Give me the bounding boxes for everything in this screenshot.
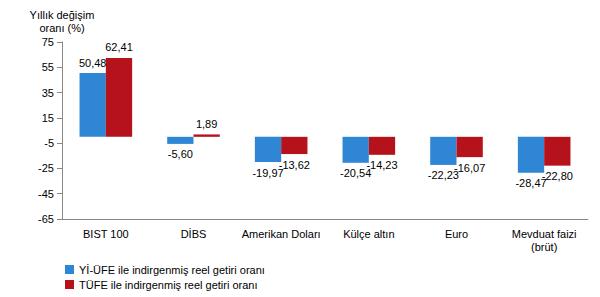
svg-text:-19,97: -19,97 (252, 166, 284, 179)
svg-text:-14,23: -14,23 (366, 159, 397, 171)
svg-text:-65: -65 (38, 213, 54, 225)
svg-text:-22,23: -22,23 (427, 169, 459, 182)
svg-text:-45: -45 (38, 188, 54, 200)
svg-text:DİBS: DİBS (181, 228, 207, 240)
svg-text:Külçe altın: Külçe altın (343, 228, 394, 240)
svg-text:Mevduat faizi: Mevduat faizi (512, 228, 577, 240)
svg-text:-20,54: -20,54 (340, 167, 372, 180)
svg-text:TÜFE ile indirgenmiş reel geti: TÜFE ile indirgenmiş reel getiri oranı (79, 279, 258, 291)
svg-text:-16,07: -16,07 (454, 162, 485, 174)
svg-text:-5: -5 (44, 137, 54, 149)
svg-text:oranı (%): oranı (%) (39, 22, 84, 34)
svg-text:-28,47: -28,47 (515, 177, 547, 190)
svg-text:(brüt): (brüt) (531, 241, 557, 253)
svg-text:55: 55 (42, 61, 54, 73)
svg-text:BIST 100: BIST 100 (83, 228, 129, 240)
svg-text:15: 15 (42, 112, 54, 124)
svg-text:-22,80: -22,80 (542, 170, 573, 182)
svg-text:Amerikan Doları: Amerikan Doları (242, 228, 321, 240)
svg-text:Yıllık değişim: Yıllık değişim (30, 9, 95, 21)
svg-text:1,89: 1,89 (196, 118, 217, 130)
svg-text:75: 75 (42, 36, 54, 48)
svg-text:-13,62: -13,62 (279, 159, 310, 171)
svg-text:50,48: 50,48 (79, 57, 107, 69)
svg-text:62,41: 62,41 (105, 41, 133, 53)
svg-text:-25: -25 (38, 162, 54, 174)
svg-text:-5,60: -5,60 (168, 148, 193, 160)
svg-text:Euro: Euro (445, 228, 468, 240)
svg-text:Yİ-ÜFE ile indirgenmiş reel ge: Yİ-ÜFE ile indirgenmiş reel getiri oranı (79, 264, 265, 276)
svg-text:35: 35 (42, 87, 54, 99)
